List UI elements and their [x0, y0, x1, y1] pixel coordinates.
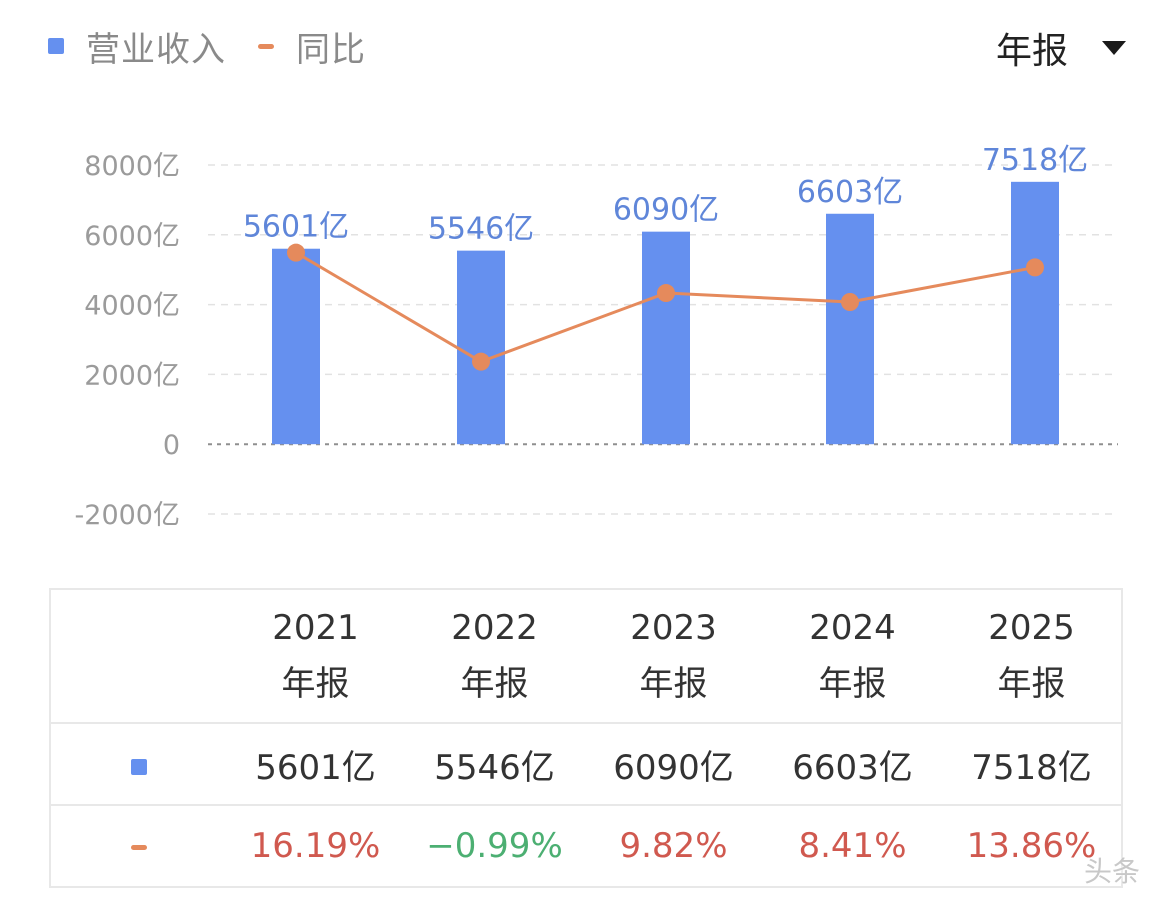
- year-label: 2024: [809, 608, 896, 648]
- period-label: 年报: [997, 664, 1066, 704]
- yoy-point: [287, 243, 305, 262]
- legend-revenue-label: 营业收入: [86, 29, 226, 70]
- revenue-row-marker: [50, 722, 226, 805]
- period-label: 年报: [639, 664, 708, 704]
- yoy-cell: 16.19%: [226, 804, 405, 887]
- revenue-cell: 5546亿: [405, 722, 584, 805]
- watermark: 头条: [1083, 855, 1140, 888]
- yoy-point: [841, 292, 859, 311]
- year-label: 2022: [451, 608, 538, 648]
- legend-item-yoy[interactable]: 同比: [258, 22, 366, 71]
- table-header-row: 2021 年报 2022 年报 2023 年报 2024 年报 2025 年报: [50, 589, 1122, 723]
- table-header-cell: 2023 年报: [584, 589, 763, 723]
- revenue-cell: 7518亿: [942, 722, 1122, 805]
- revenue-bar: [1011, 181, 1059, 445]
- data-table: 2021 年报 2022 年报 2023 年报 2024 年报 2025 年报 5601亿…: [49, 588, 1123, 888]
- bar-value-label: 6090亿: [613, 193, 719, 228]
- period-selector-label: 年报: [995, 31, 1068, 72]
- yoy-cell: 8.41%: [763, 804, 942, 887]
- revenue-bar: [642, 231, 690, 445]
- revenue-bar: [826, 213, 874, 445]
- yoy-point: [472, 352, 490, 371]
- y-tick-label: 2000亿: [84, 360, 180, 391]
- period-label: 年报: [818, 664, 887, 704]
- table-header-cell: 2025 年报: [942, 589, 1122, 723]
- revenue-cell: 6090亿: [584, 722, 763, 805]
- legend-item-revenue[interactable]: 营业收入: [48, 22, 226, 71]
- y-tick-label: 6000亿: [84, 221, 180, 252]
- legend-yoy-label: 同比: [296, 29, 366, 70]
- table-row-revenue: 5601亿 5546亿 6090亿 6603亿 7518亿: [50, 722, 1122, 805]
- yoy-point: [657, 284, 675, 303]
- revenue-cell: 5601亿: [226, 722, 405, 805]
- year-label: 2023: [630, 608, 717, 648]
- table-header-cell: 2021 年报: [226, 589, 405, 723]
- revenue-bar: [457, 250, 505, 445]
- bar-value-label: 6603亿: [797, 175, 903, 210]
- table-header-cell: 2022 年报: [405, 589, 584, 723]
- yoy-cell: −0.99%: [405, 804, 584, 887]
- period-selector[interactable]: 年报: [996, 22, 1126, 74]
- year-label: 2025: [988, 608, 1075, 648]
- yoy-swatch-icon: [130, 845, 147, 850]
- revenue-swatch-icon: [130, 759, 147, 775]
- period-label: 年报: [281, 664, 350, 704]
- bar-value-label: 5546亿: [428, 212, 534, 247]
- yoy-row-marker: [50, 804, 226, 887]
- bar-value-label: 7518亿: [982, 143, 1088, 178]
- yoy-point: [1026, 258, 1044, 277]
- table-header-cell: 2024 年报: [763, 589, 942, 723]
- table-row-yoy: 16.19% −0.99% 9.82% 8.41% 13.86%: [50, 804, 1122, 887]
- caret-down-icon: [1102, 41, 1126, 55]
- period-label: 年报: [460, 664, 529, 704]
- combo-chart: 8000亿 6000亿 4000亿 2000亿 0 -2000亿 5601亿 5546亿 609…: [75, 143, 1118, 531]
- revenue-cell: 6603亿: [763, 722, 942, 805]
- yoy-cell: 13.86%: [942, 804, 1122, 887]
- revenue-bar: [272, 248, 320, 445]
- revenue-swatch-icon: [48, 38, 64, 54]
- y-tick-label: -2000亿: [75, 500, 180, 531]
- year-label: 2021: [272, 608, 359, 648]
- bar-value-label: 5601亿: [243, 210, 349, 245]
- y-tick-label: 8000亿: [84, 151, 180, 182]
- legend: 营业收入 同比: [48, 26, 398, 70]
- table-corner-cell: [50, 589, 226, 723]
- y-tick-label: 4000亿: [84, 291, 180, 322]
- yoy-cell: 9.82%: [584, 804, 763, 887]
- yoy-swatch-icon: [258, 43, 274, 49]
- y-tick-label: 0: [163, 430, 180, 461]
